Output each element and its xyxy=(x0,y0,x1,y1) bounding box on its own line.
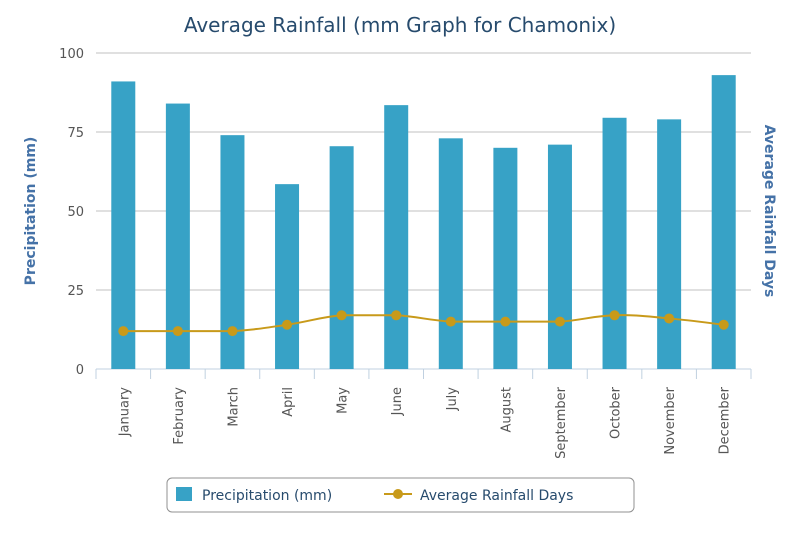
point-november[interactable] xyxy=(664,313,675,324)
x-axis-ticks: January February March April May June July Augu… xyxy=(95,369,752,459)
y-tick-label: 100 xyxy=(59,47,84,62)
x-tick-label: July xyxy=(445,387,460,412)
point-december[interactable] xyxy=(718,319,729,330)
bar-october[interactable] xyxy=(602,117,627,369)
bar-may[interactable] xyxy=(329,146,354,369)
x-tick-label: January xyxy=(117,387,132,438)
point-february[interactable] xyxy=(172,326,183,337)
point-april[interactable] xyxy=(282,319,293,330)
point-march[interactable] xyxy=(227,326,238,337)
y-axis-right-title: Average Rainfall Days xyxy=(761,125,777,298)
y-tick-label: 50 xyxy=(67,205,84,220)
bar-april[interactable] xyxy=(275,184,300,369)
rainfall-days-line xyxy=(118,310,729,337)
x-tick-label: February xyxy=(172,387,187,445)
point-july[interactable] xyxy=(445,316,456,327)
x-tick-label: April xyxy=(281,387,296,417)
bar-january[interactable] xyxy=(111,81,136,369)
x-tick-label: October xyxy=(609,386,624,439)
point-january[interactable] xyxy=(118,326,129,337)
chart-title: Average Rainfall (mm Graph for Chamonix) xyxy=(184,13,616,37)
x-tick-label: May xyxy=(336,387,351,414)
legend[interactable]: Precipitation (mm) Average Rainfall Days xyxy=(166,477,635,513)
bar-february[interactable] xyxy=(165,103,190,369)
point-june[interactable] xyxy=(391,310,402,321)
y-axis-ticks: 0 25 50 75 100 xyxy=(59,47,84,378)
x-tick-label: June xyxy=(390,387,405,416)
point-september[interactable] xyxy=(554,316,565,327)
x-tick-label: November xyxy=(663,386,678,454)
legend-precipitation-label[interactable]: Precipitation (mm) xyxy=(202,488,332,504)
grid xyxy=(96,52,751,370)
legend-precipitation-swatch xyxy=(176,487,192,501)
point-august[interactable] xyxy=(500,316,511,327)
y-tick-label: 0 xyxy=(76,363,84,378)
point-october[interactable] xyxy=(609,310,620,321)
y-axis-left-title: Precipitation (mm) xyxy=(23,137,39,286)
y-tick-label: 25 xyxy=(67,284,84,299)
bar-july[interactable] xyxy=(438,138,463,369)
x-tick-label: December xyxy=(718,386,733,454)
precipitation-bars xyxy=(111,75,736,370)
bar-september[interactable] xyxy=(547,144,572,369)
x-tick-label: August xyxy=(499,387,514,433)
legend-rainfall-days-marker xyxy=(393,489,403,499)
x-tick-label: March xyxy=(226,387,241,427)
bar-june[interactable] xyxy=(384,105,409,369)
bar-august[interactable] xyxy=(493,147,518,369)
y-tick-label: 75 xyxy=(67,126,84,141)
legend-rainfall-days-label[interactable]: Average Rainfall Days xyxy=(420,488,573,504)
rainfall-days-path xyxy=(123,314,724,333)
point-may[interactable] xyxy=(336,310,347,321)
x-tick-label: September xyxy=(554,386,569,459)
bar-november[interactable] xyxy=(657,119,682,369)
